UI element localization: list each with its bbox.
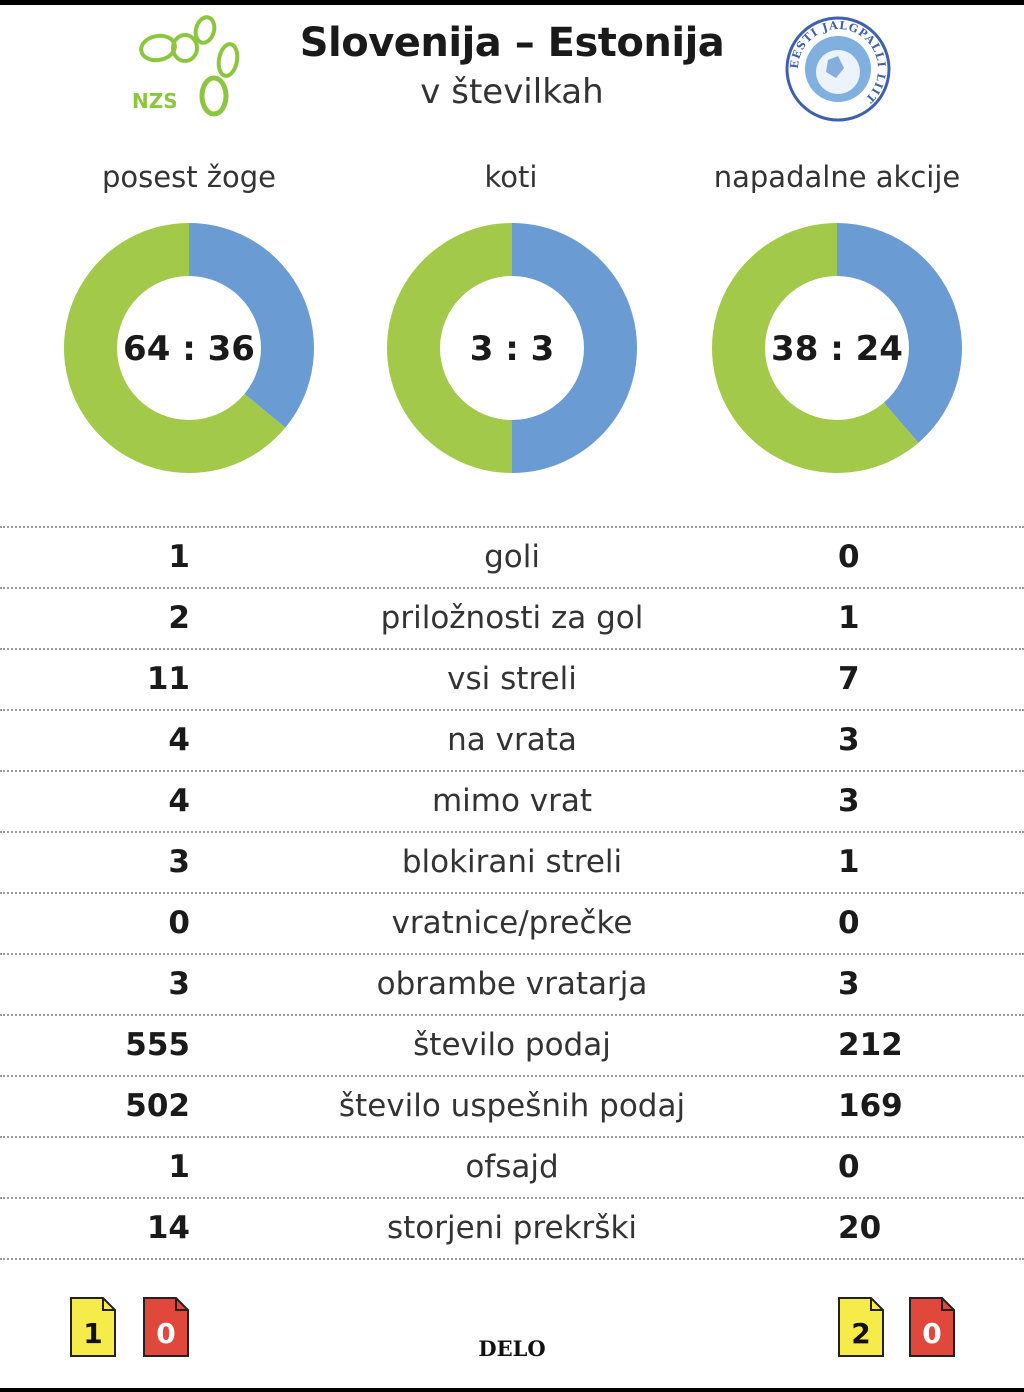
delo-brand: DELO <box>478 1336 546 1361</box>
attacks-donut: 38 : 24 <box>712 223 962 474</box>
stat-label: vratnice/prečke <box>391 905 633 941</box>
estonia-value: 0 <box>838 905 860 941</box>
estonia-value: 3 <box>838 722 860 758</box>
slovenia-value: 1 <box>168 539 190 575</box>
table-row: 4 mimo vrat 3 <box>0 770 1024 831</box>
slovenia-value: 11 <box>146 661 190 697</box>
estonia-value: 7 <box>838 661 860 697</box>
stats-table: 1 goli 0 2 priložnosti za gol 1 11 vsi s… <box>0 526 1024 1260</box>
table-row: 555 število podaj 212 <box>0 1014 1024 1075</box>
table-row: 3 obrambe vratarja 3 <box>0 953 1024 1014</box>
estonia-value: 1 <box>838 844 860 880</box>
slovenia-value: 555 <box>125 1027 190 1063</box>
table-row: 1 goli 0 <box>0 526 1024 587</box>
estonia-value: 20 <box>838 1210 882 1246</box>
table-row: 1 ofsajd 0 <box>0 1136 1024 1197</box>
slovenia-red-count: 0 <box>156 1317 175 1350</box>
slovenia-value: 502 <box>125 1088 190 1124</box>
stat-label: število uspešnih podaj <box>338 1088 686 1124</box>
estonia-yellow-card-icon: 2 <box>838 1297 884 1357</box>
possession-donut: 64 : 36 <box>63 223 314 473</box>
estonia-red-card-icon: 0 <box>909 1297 955 1357</box>
nzs-logo: NZS <box>132 15 240 117</box>
slovenia-value: 0 <box>168 905 190 941</box>
estonia-value: 3 <box>838 966 860 1002</box>
estonia-value: 1 <box>838 600 860 636</box>
page-title: Slovenija – Estonija <box>299 20 725 66</box>
table-row: 14 storjeni prekrški 20 <box>0 1197 1024 1260</box>
estonia-value: 0 <box>838 1149 860 1185</box>
estonia-red-count: 0 <box>922 1317 941 1350</box>
attacks-center-value: 38 : 24 <box>771 329 903 369</box>
table-row: 2 priložnosti za gol 1 <box>0 587 1024 648</box>
corners-label: koti <box>484 160 538 194</box>
bottom-border <box>0 1388 1024 1392</box>
estonia-yellow-count: 2 <box>851 1317 870 1350</box>
donut-hole <box>440 276 584 420</box>
efa-logo: EESTI JALGPALLI LIIT <box>785 16 891 122</box>
slovenia-yellow-count: 1 <box>83 1317 102 1350</box>
corners-center-value: 3 : 3 <box>470 329 555 369</box>
stat-label: vsi streli <box>447 661 577 697</box>
table-row: 502 število uspešnih podaj 169 <box>0 1075 1024 1136</box>
possession-center-value: 64 : 36 <box>123 329 255 369</box>
donut-hole <box>117 276 261 420</box>
stat-label: storjeni prekrški <box>386 1210 638 1246</box>
stat-label: obrambe vratarja <box>376 966 648 1002</box>
slovenia-value: 3 <box>168 844 190 880</box>
page-subtitle: v številkah <box>420 72 604 112</box>
possession-label: posest žoge <box>101 160 276 194</box>
top-border <box>0 0 1024 5</box>
estonia-value: 169 <box>838 1088 903 1124</box>
stat-label: priložnosti za gol <box>380 600 644 636</box>
stat-label: na vrata <box>447 722 577 758</box>
nzs-logo-text: NZS <box>132 89 178 113</box>
slovenia-value: 4 <box>168 722 190 758</box>
attacks-label: napadalne akcije <box>713 160 961 194</box>
slovenia-value: 3 <box>168 966 190 1002</box>
table-row: 3 blokirani streli 1 <box>0 831 1024 892</box>
stat-label: število podaj <box>413 1027 611 1063</box>
table-row: 0 vratnice/prečke 0 <box>0 892 1024 953</box>
estonia-value: 212 <box>838 1027 903 1063</box>
estonia-value: 3 <box>838 783 860 819</box>
donut-hole <box>765 276 909 420</box>
slovenia-yellow-card-icon: 1 <box>70 1297 116 1357</box>
slovenia-red-card-icon: 0 <box>143 1297 189 1357</box>
corners-donut: 3 : 3 <box>387 223 637 473</box>
stat-label: ofsajd <box>465 1149 559 1185</box>
stat-label: goli <box>484 539 540 575</box>
slovenia-value: 14 <box>146 1210 190 1246</box>
slovenia-value: 2 <box>168 600 190 636</box>
slovenia-value: 4 <box>168 783 190 819</box>
slovenia-value: 1 <box>168 1149 190 1185</box>
estonia-value: 0 <box>838 539 860 575</box>
stat-label: blokirani streli <box>401 844 623 880</box>
table-row: 11 vsi streli 7 <box>0 648 1024 709</box>
table-row: 4 na vrata 3 <box>0 709 1024 770</box>
stat-label: mimo vrat <box>431 783 593 819</box>
